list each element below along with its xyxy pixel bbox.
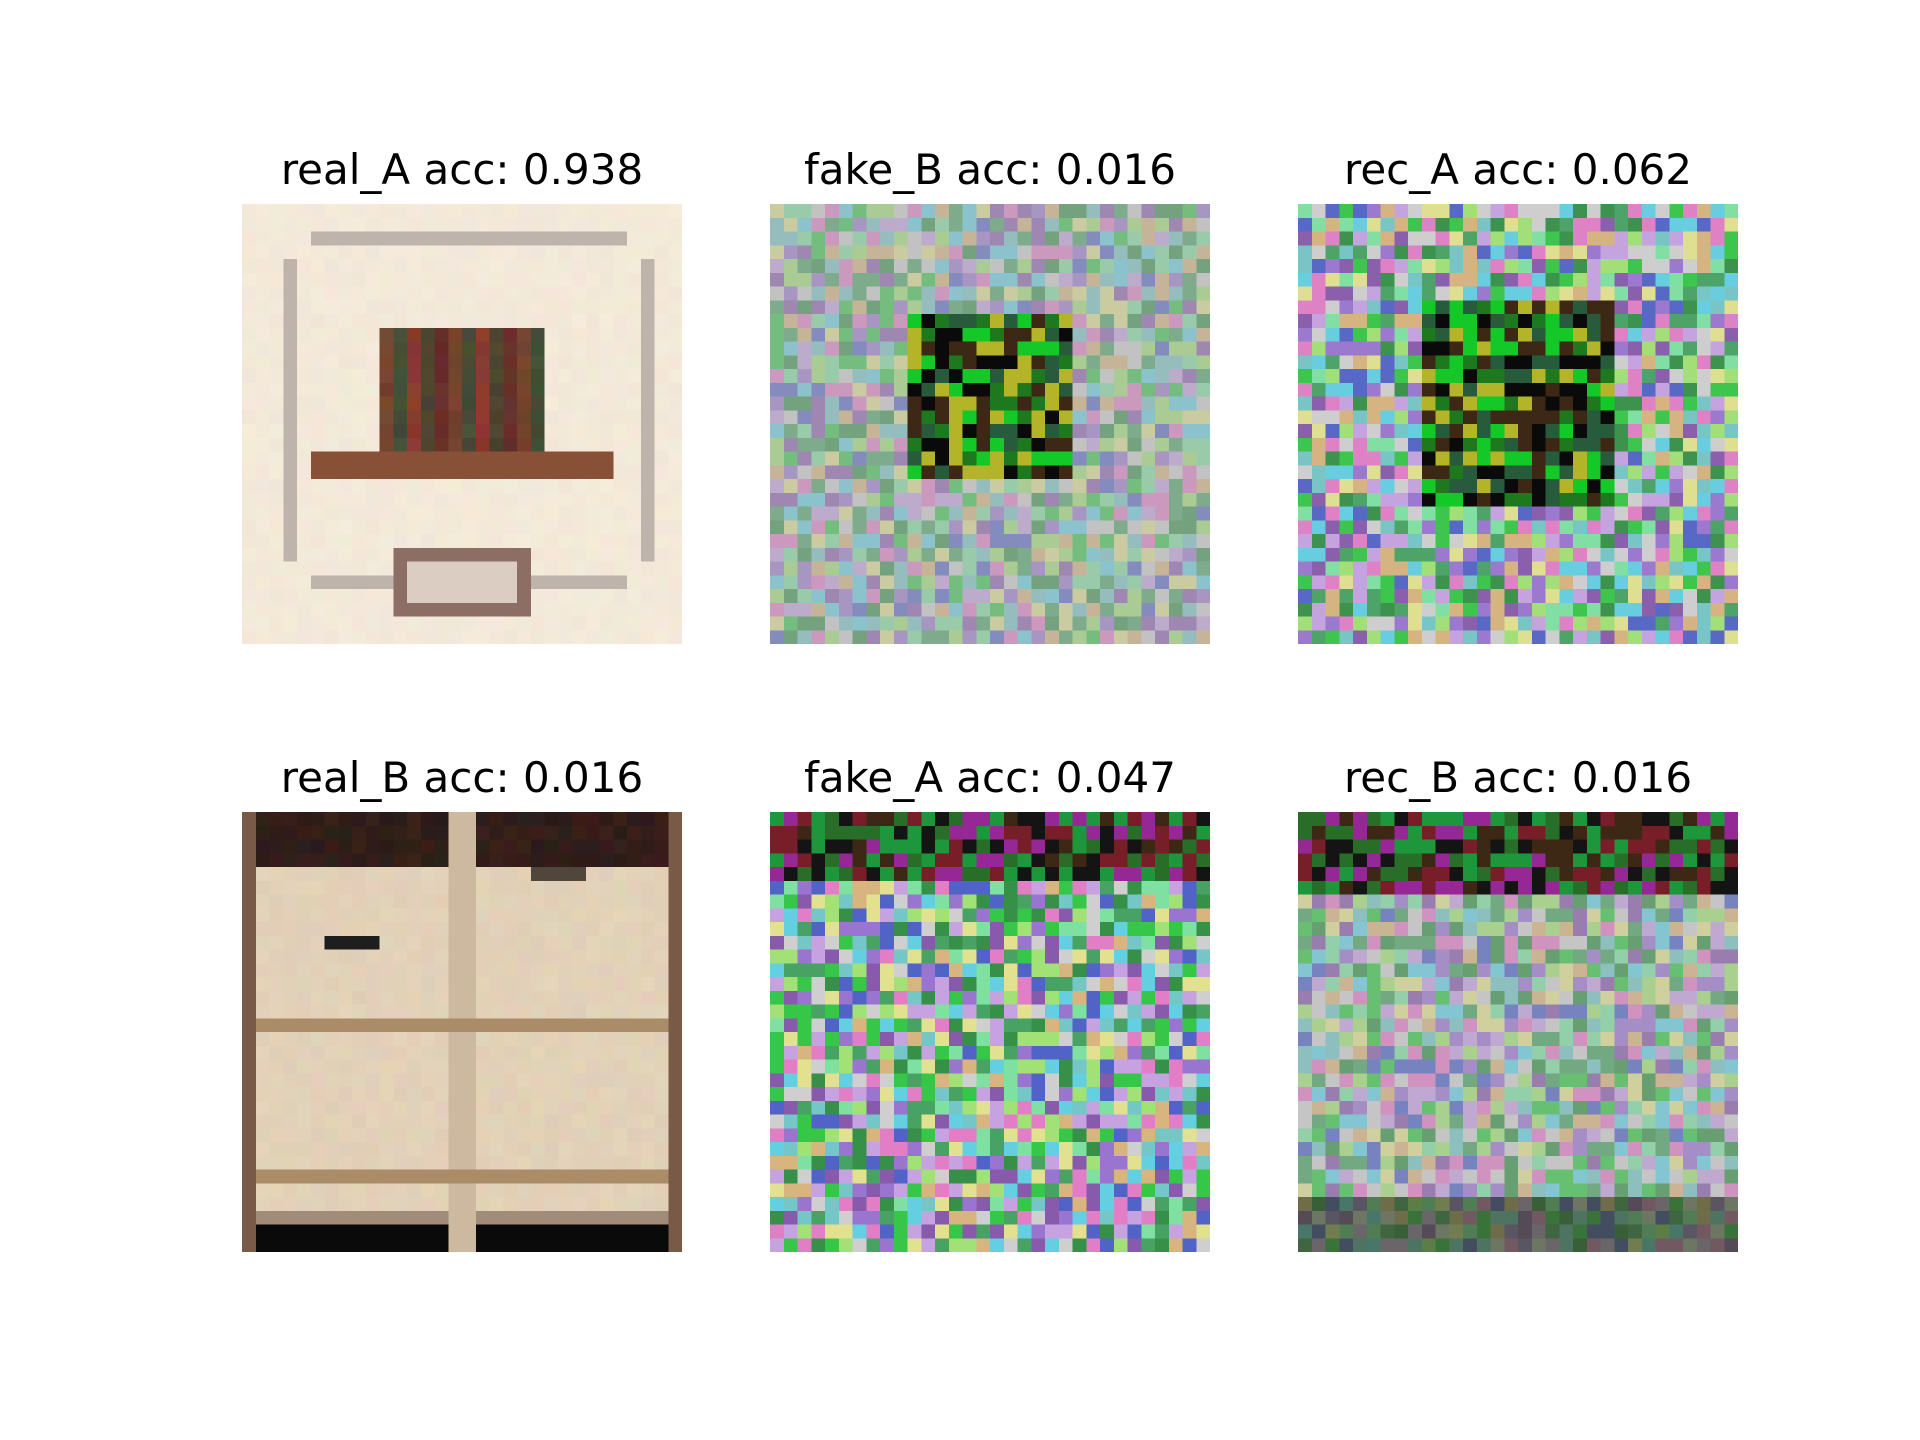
panel-title: rec_A acc: 0.062: [1343, 145, 1693, 194]
image-fake-b: [770, 204, 1210, 644]
panel-title: real_A acc: 0.938: [280, 145, 644, 194]
image-fake-a: [770, 812, 1210, 1252]
image-real-b: [242, 812, 682, 1252]
panel-title: fake_A acc: 0.047: [804, 753, 1176, 802]
image-rec-b: [1298, 812, 1738, 1252]
panel-title: fake_B acc: 0.016: [803, 145, 1176, 194]
panel-title: rec_B acc: 0.016: [1343, 753, 1693, 802]
image-rec-a: [1298, 204, 1738, 644]
panel-title: real_B acc: 0.016: [280, 753, 644, 802]
image-real-a: [242, 204, 682, 644]
